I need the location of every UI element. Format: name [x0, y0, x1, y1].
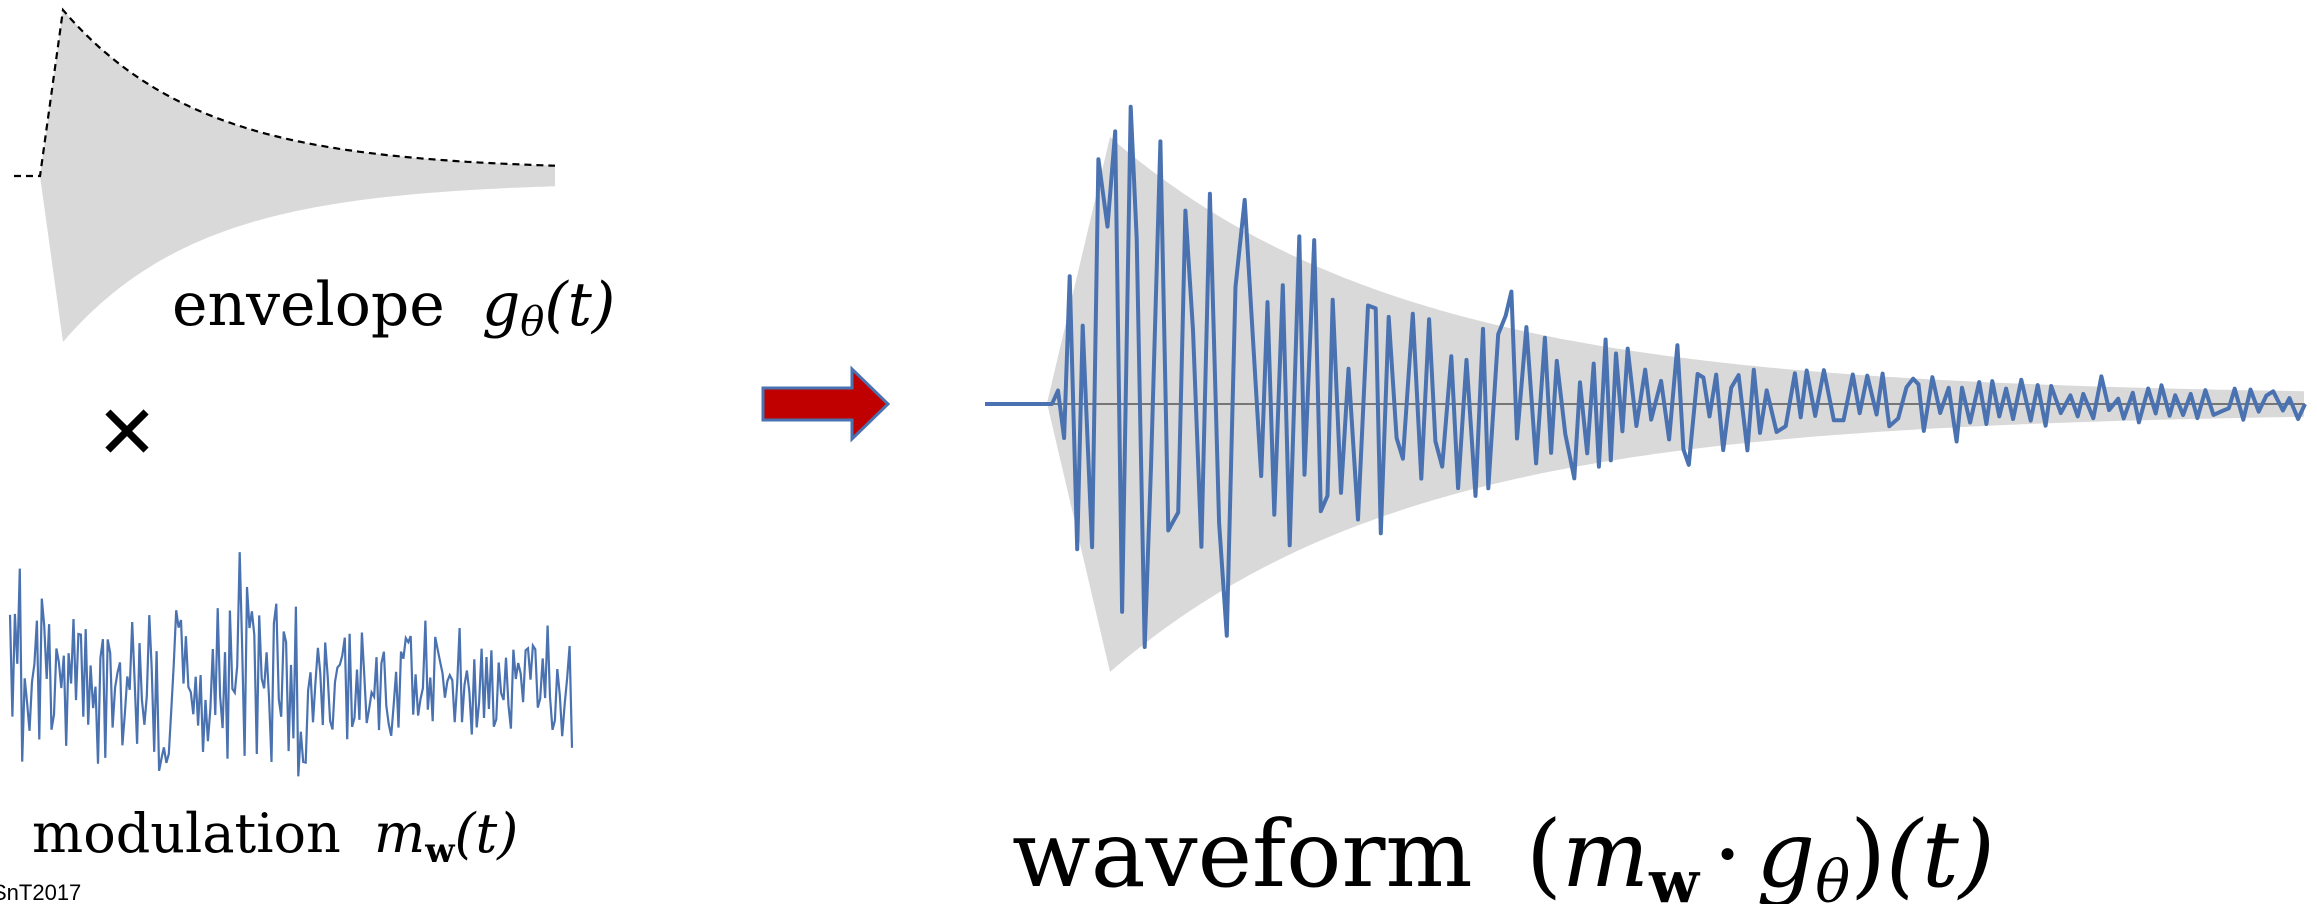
waveform-label-m-sub: w [1648, 848, 1701, 904]
waveform-signal [985, 104, 2307, 649]
waveform-label-dot: · [1713, 801, 1742, 904]
envelope-label-arg: (t) [544, 270, 615, 340]
waveform-label-arg: (t) [1886, 801, 1995, 904]
envelope-panel: envelope gθ(t) [14, 7, 615, 345]
waveform-label-close: ) [1850, 801, 1886, 904]
envelope-shaded-area [40, 10, 555, 342]
waveform-label-g-sub: θ [1815, 848, 1850, 904]
modulation-label-sub: w [424, 831, 455, 871]
modulation-label-arg: (t) [454, 802, 518, 865]
modulation-label: modulation mw(t) [32, 802, 518, 871]
waveform-label-open: ( [1526, 801, 1562, 904]
envelope-label-sub: θ [520, 299, 544, 345]
envelope-label: envelope gθ(t) [172, 270, 615, 345]
waveform-label-m: m [1562, 801, 1649, 904]
multiply-icon: ✕ [96, 391, 158, 474]
envelope-label-word: envelope [172, 270, 445, 340]
waveform-label: waveform (mw · gθ)(t) [1012, 801, 1995, 904]
modulation-panel: modulation mw(t) [8, 552, 574, 871]
waveform-panel: waveform (mw · gθ)(t) [985, 104, 2307, 904]
waveform-label-g: g [1756, 801, 1815, 904]
envelope-label-func: g [482, 270, 520, 340]
modulation-label-word: modulation [32, 802, 341, 865]
modulation-signal [8, 552, 574, 777]
credit-text: SnT2017 [0, 880, 81, 904]
waveform-label-word: waveform [1012, 801, 1473, 904]
right-arrow-icon [761, 365, 891, 443]
modulation-label-func: m [374, 802, 425, 865]
